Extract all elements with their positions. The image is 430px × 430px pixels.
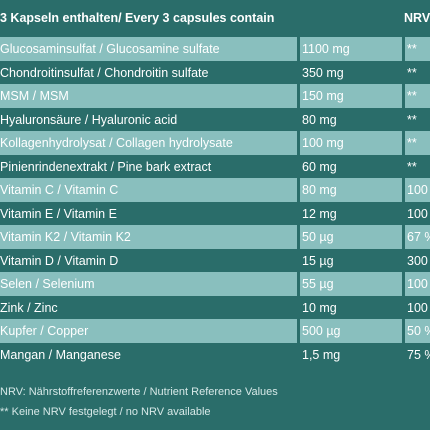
ingredient-amount: 500 µg xyxy=(302,324,341,338)
nutrition-table: Glucosaminsulfat / Glucosamine sulfate 11… xyxy=(0,37,430,366)
ingredient-name: Vitamin C / Vitamin C xyxy=(0,183,119,197)
ingredient-name: Vitamin K2 / Vitamin K2 xyxy=(0,230,131,244)
table-row: Kupfer / Copper 500 µg 50 % xyxy=(0,319,430,343)
ingredient-nrv: ** xyxy=(407,65,417,80)
table-row: Zink / Zinc 10 mg 100 xyxy=(0,295,430,319)
table-row: Vitamin C / Vitamin C 80 mg 100 xyxy=(0,178,430,202)
ingredient-nrv: 67 % xyxy=(407,230,430,244)
table-row: Glucosaminsulfat / Glucosamine sulfate 11… xyxy=(0,37,430,61)
ingredient-name: Vitamin D / Vitamin D xyxy=(0,253,119,268)
ingredient-nrv: 100 xyxy=(407,183,428,197)
ingredient-amount: 80 mg xyxy=(302,112,337,127)
ingredient-name: Hyaluronsäure / Hyaluronic acid xyxy=(0,112,178,127)
table-row: Selen / Selenium 55 µg 100 xyxy=(0,272,430,296)
ingredient-name: Selen / Selenium xyxy=(0,277,95,291)
ingredient-amount: 80 mg xyxy=(302,183,337,197)
ingredient-name: Zink / Zinc xyxy=(0,300,58,315)
footnotes: NRV: Nährstoffreferenzwerte / Nutrient R… xyxy=(0,382,278,422)
ingredient-amount: 50 µg xyxy=(302,230,334,244)
table-row: Chondroitinsulfat / Chondroitin sulfate 3… xyxy=(0,60,430,84)
ingredient-name: MSM / MSM xyxy=(0,89,69,103)
ingredient-amount: 15 µg xyxy=(302,253,334,268)
ingredient-nrv: 75 % xyxy=(407,347,430,362)
header-nrv-label: NRV xyxy=(404,11,430,25)
ingredient-nrv: 100 xyxy=(407,206,428,221)
ingredient-amount: 350 mg xyxy=(302,65,344,80)
ingredient-name: Pinienrindenextrakt / Pine bark extract xyxy=(0,159,212,174)
table-row: Kollagenhydrolysat / Collagen hydrolysat… xyxy=(0,131,430,155)
ingredient-amount: 100 mg xyxy=(302,136,344,150)
table-row: Mangan / Manganese 1,5 mg 75 % xyxy=(0,342,430,366)
ingredient-name: Vitamin E / Vitamin E xyxy=(0,206,117,221)
ingredient-amount: 10 mg xyxy=(302,300,337,315)
ingredient-name: Mangan / Manganese xyxy=(0,347,121,362)
table-row: Vitamin D / Vitamin D 15 µg 300 xyxy=(0,248,430,272)
ingredient-nrv: 300 xyxy=(407,253,428,268)
ingredient-amount: 150 mg xyxy=(302,89,344,103)
ingredient-nrv: 100 xyxy=(407,277,428,291)
table-row: MSM / MSM 150 mg ** xyxy=(0,84,430,108)
ingredient-amount: 1,5 mg xyxy=(302,347,341,362)
header-ingredient-label: 3 Kapseln enthalten/ Every 3 capsules co… xyxy=(0,11,275,25)
ingredient-amount: 12 mg xyxy=(302,206,337,221)
ingredient-name: Kupfer / Copper xyxy=(0,324,89,338)
ingredient-amount: 55 µg xyxy=(302,277,334,291)
ingredient-amount: 60 mg xyxy=(302,159,337,174)
table-row: Pinienrindenextrakt / Pine bark extract 6… xyxy=(0,154,430,178)
ingredient-name: Chondroitinsulfat / Chondroitin sulfate xyxy=(0,65,209,80)
ingredient-name: Kollagenhydrolysat / Collagen hydrolysat… xyxy=(0,136,233,150)
ingredient-nrv: ** xyxy=(407,159,417,174)
table-row: Hyaluronsäure / Hyaluronic acid 80 mg ** xyxy=(0,107,430,131)
table-row: Vitamin E / Vitamin E 12 mg 100 xyxy=(0,201,430,225)
ingredient-nrv: ** xyxy=(407,42,417,56)
ingredient-nrv: ** xyxy=(407,89,417,103)
ingredient-nrv: 50 % xyxy=(407,324,430,338)
table-header: 3 Kapseln enthalten/ Every 3 capsules co… xyxy=(0,0,430,37)
no-nrv-note: ** Keine NRV festgelegt / no NRV availab… xyxy=(0,406,211,418)
table-row: Vitamin K2 / Vitamin K2 50 µg 67 % xyxy=(0,225,430,249)
ingredient-nrv: 100 xyxy=(407,300,428,315)
ingredient-nrv: ** xyxy=(407,136,417,150)
ingredient-name: Glucosaminsulfat / Glucosamine sulfate xyxy=(0,42,220,56)
nrv-definition-note: NRV: Nährstoffreferenzwerte / Nutrient R… xyxy=(0,386,278,398)
ingredient-amount: 1100 mg xyxy=(302,42,350,56)
ingredient-nrv: ** xyxy=(407,112,417,127)
